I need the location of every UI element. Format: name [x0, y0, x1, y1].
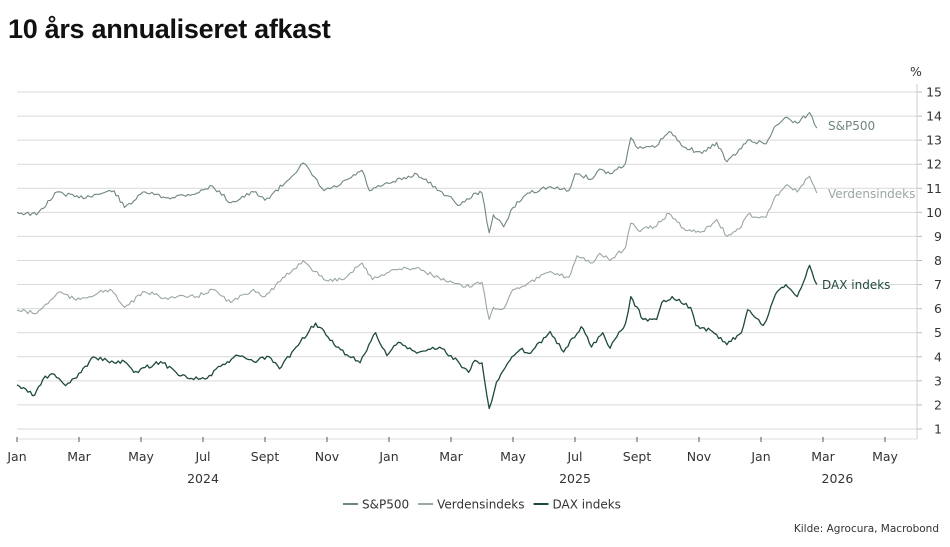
x-tick-label: Mar — [439, 449, 463, 464]
y-tick-label: 6 — [934, 301, 942, 316]
x-tick-label: Jan — [750, 449, 770, 464]
series-line-dax-indeks — [16, 264, 818, 410]
x-tick-label: May — [872, 449, 898, 464]
y-tick-label: 8 — [934, 253, 942, 268]
y-tick-label: 13 — [926, 133, 942, 148]
source-note: Kilde: Agrocura, Macrobond — [794, 523, 939, 535]
x-tick-label: Jul — [194, 449, 210, 464]
y-tick-label: 9 — [934, 229, 942, 244]
x-year-label: 2024 — [187, 471, 219, 486]
x-tick-label: Nov — [687, 449, 712, 464]
y-tick-label: 3 — [934, 373, 942, 388]
y-tick-label: 12 — [926, 157, 942, 172]
x-tick-label: Jan — [6, 449, 26, 464]
x-tick-label: Sept — [251, 449, 280, 464]
series-label: S&P500 — [828, 119, 875, 133]
x-tick-label: Sept — [623, 449, 652, 464]
y-tick-label: 2 — [934, 397, 942, 412]
y-unit-label: % — [910, 64, 922, 79]
legend-label: Verdensindeks — [437, 498, 524, 512]
y-tick-label: 5 — [934, 325, 942, 340]
y-tick-label: 7 — [934, 277, 942, 292]
y-tick-label: 15 — [926, 85, 942, 100]
x-year-label: 2025 — [559, 471, 591, 486]
x-tick-label: May — [128, 449, 154, 464]
x-tick-label: Mar — [811, 449, 835, 464]
legend: S&P500 Verdensindeks DAX indeks — [343, 498, 621, 512]
y-tick-label: 4 — [934, 349, 942, 364]
y-tick-label: 1 — [934, 421, 942, 436]
y-tick-label: 10 — [926, 205, 942, 220]
legend-label: S&P500 — [362, 498, 409, 512]
legend-label: DAX indeks — [553, 498, 621, 512]
series-line-verdensindeks — [16, 175, 818, 321]
series-line-s-p500 — [16, 111, 818, 234]
series-label: DAX indeks — [822, 278, 890, 292]
y-tick-label: 14 — [926, 109, 942, 124]
x-year-label: 2026 — [822, 471, 854, 486]
series-label: Verdensindeks — [828, 187, 915, 201]
x-tick-label: May — [500, 449, 526, 464]
x-tick-label: Jul — [566, 449, 582, 464]
chart-title: 10 års annualiseret afkast — [8, 14, 331, 44]
x-tick-label: Nov — [315, 449, 340, 464]
x-tick-label: Jan — [378, 449, 398, 464]
x-tick-label: Mar — [67, 449, 91, 464]
y-tick-label: 11 — [926, 181, 942, 196]
